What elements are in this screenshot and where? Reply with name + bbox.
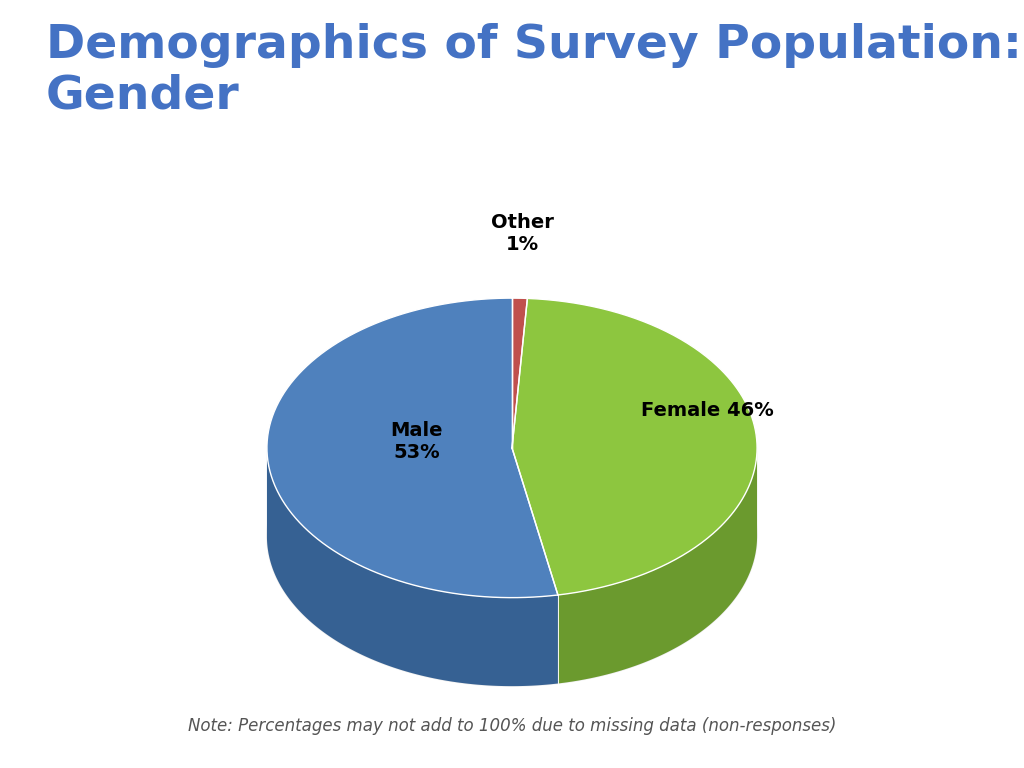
Text: Demographics of Survey Population:
Gender: Demographics of Survey Population: Gende… — [46, 23, 1022, 118]
Text: Male
53%: Male 53% — [390, 421, 443, 462]
Polygon shape — [512, 298, 527, 448]
Polygon shape — [267, 386, 757, 686]
Polygon shape — [512, 299, 757, 595]
Text: Other
1%: Other 1% — [490, 213, 554, 254]
Text: Female 46%: Female 46% — [641, 401, 774, 420]
Polygon shape — [267, 449, 558, 686]
Polygon shape — [267, 298, 558, 598]
Text: Note: Percentages may not add to 100% due to missing data (non-responses): Note: Percentages may not add to 100% du… — [187, 717, 837, 735]
Polygon shape — [558, 448, 757, 684]
